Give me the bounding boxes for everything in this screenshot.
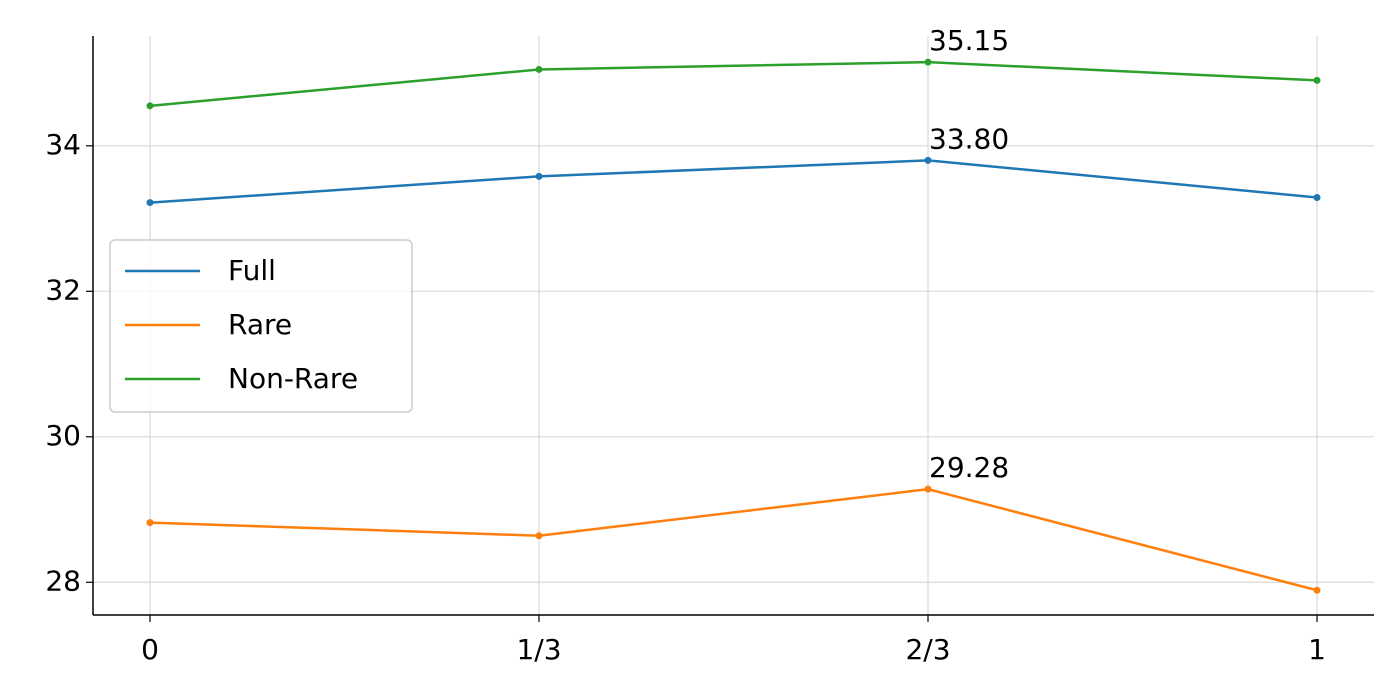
y-tick-label: 30 xyxy=(45,419,81,452)
point xyxy=(146,519,154,527)
point xyxy=(1313,586,1321,594)
y-tick-label: 32 xyxy=(45,273,81,306)
value-label: 29.28 xyxy=(929,451,1009,484)
line xyxy=(149,159,1318,204)
point xyxy=(924,485,932,493)
point xyxy=(535,532,543,540)
value-label: 33.80 xyxy=(929,122,1009,155)
point xyxy=(535,172,543,180)
x-tick-label: 1/3 xyxy=(516,633,561,666)
legend-box xyxy=(109,239,413,413)
value-label: 35.15 xyxy=(929,24,1009,57)
point xyxy=(146,102,154,110)
x-tick-label: 0 xyxy=(141,633,159,666)
y-tick-label: 28 xyxy=(45,564,81,597)
y-tick-label: 34 xyxy=(45,128,81,161)
point xyxy=(1313,76,1321,84)
x-tick-label: 1 xyxy=(1308,633,1326,666)
point xyxy=(1313,193,1321,201)
legend-label: Full xyxy=(228,254,276,287)
legend-label: Non-Rare xyxy=(228,362,358,395)
point xyxy=(535,65,543,73)
point xyxy=(146,199,154,207)
x-tick-label: 2/3 xyxy=(905,633,950,666)
legend: Full Rare Non-Rare xyxy=(109,239,413,413)
line xyxy=(149,60,1318,108)
point xyxy=(924,156,932,164)
point xyxy=(924,58,932,66)
legend-label: Rare xyxy=(228,308,292,341)
line xyxy=(149,487,1318,592)
